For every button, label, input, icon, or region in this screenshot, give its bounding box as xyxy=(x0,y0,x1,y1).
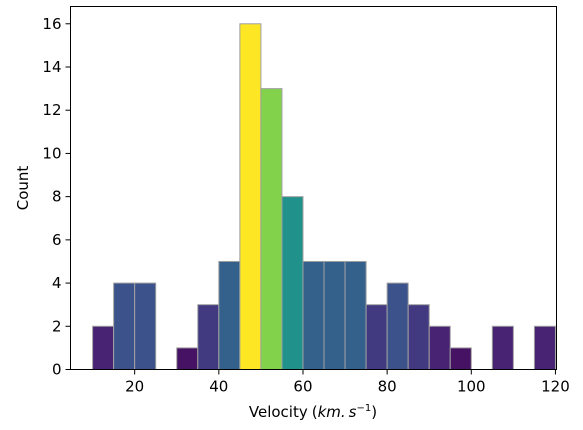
x-tick-label: 60 xyxy=(293,378,312,396)
histogram-bar xyxy=(302,260,325,371)
x-tick-label: 100 xyxy=(457,378,486,396)
histogram-bar xyxy=(365,304,388,370)
x-axis-unit-close: ) xyxy=(371,403,377,421)
histogram-bar xyxy=(92,325,115,370)
x-axis-unit-s: s xyxy=(349,403,357,421)
x-axis-label-text: Velocity xyxy=(249,403,308,421)
y-tick-label: 0 xyxy=(52,361,62,379)
histogram-bar xyxy=(239,23,262,371)
y-tick-label: 10 xyxy=(42,144,61,162)
x-tick-label: 20 xyxy=(125,378,144,396)
y-tick-label: 4 xyxy=(52,274,62,292)
x-tick-label: 120 xyxy=(541,378,570,396)
y-tick-label: 16 xyxy=(42,15,61,33)
y-ticks-group: 0 2 4 6 8 10 12 14 16 xyxy=(42,15,71,379)
y-tick-label: 14 xyxy=(42,58,61,76)
y-tick-label: 6 xyxy=(52,231,62,249)
y-tick-label: 2 xyxy=(52,317,62,335)
histogram-bar xyxy=(134,282,157,371)
histogram-bar xyxy=(218,260,241,371)
x-axis-unit-km: km. xyxy=(318,403,346,421)
x-axis-unit-exponent: −1 xyxy=(357,403,372,414)
x-axis-unit-open: ( xyxy=(312,403,318,421)
histogram-bar xyxy=(323,260,346,371)
histogram-bar xyxy=(428,325,451,370)
histogram-bar xyxy=(260,88,283,370)
x-axis-label: Velocity (km. s−1) xyxy=(249,403,377,421)
y-axis-label: Count xyxy=(14,166,32,211)
y-tick-label: 8 xyxy=(52,188,62,206)
histogram-bar xyxy=(176,347,199,370)
x-ticks-group: 20 40 60 80 100 120 xyxy=(125,369,570,396)
histogram-bar xyxy=(113,282,136,371)
histogram-bar xyxy=(386,282,409,371)
histogram-bar xyxy=(281,196,304,370)
y-tick-label: 12 xyxy=(42,101,61,119)
histogram-bar xyxy=(407,304,430,370)
x-tick-label: 80 xyxy=(378,378,397,396)
histogram-bar xyxy=(491,325,514,370)
histogram-bar xyxy=(197,304,220,370)
axes-frame xyxy=(70,6,557,370)
x-tick-label: 40 xyxy=(209,378,228,396)
histogram-bar xyxy=(449,347,472,370)
bars-group xyxy=(92,23,556,371)
histogram-bar xyxy=(533,325,556,370)
histogram-bar xyxy=(344,260,367,371)
